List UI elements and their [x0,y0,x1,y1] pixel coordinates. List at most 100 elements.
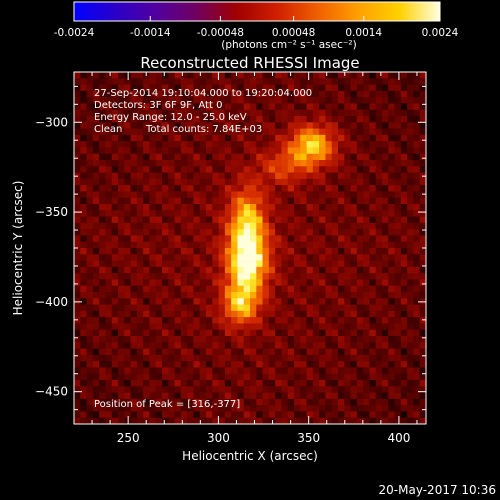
heatmap-cell [407,260,414,268]
heatmap-cell [287,336,295,343]
heatmap-cell [356,254,364,261]
heatmap-cell [118,235,125,243]
heatmap-cell [86,97,94,104]
heatmap-cell [193,361,201,368]
heatmap-cell [287,361,295,368]
heatmap-cell [224,411,232,419]
heatmap-cell [168,147,175,155]
heatmap-cell [80,241,87,249]
heatmap-cell [105,411,113,419]
heatmap-cell [375,222,383,230]
heatmap-cell [375,354,383,362]
heatmap-cell [256,72,263,79]
heatmap-cell [268,147,276,155]
heatmap-cell [199,116,207,123]
heatmap-cell [162,191,169,199]
heatmap-cell [350,266,358,274]
heatmap-cell [344,329,351,337]
heatmap-cell [118,178,125,186]
heatmap-cell [124,336,131,343]
heatmap-cell [187,78,194,85]
heatmap-cell [287,128,295,136]
heatmap-cell [231,178,238,186]
heatmap-cell [243,411,251,419]
heatmap-cell [74,417,81,424]
heatmap-cell [275,229,282,236]
heatmap-cell [168,229,175,236]
heatmap-cell [338,310,345,318]
heatmap-cell [206,386,213,393]
heatmap-cell [218,248,226,255]
heatmap-cell [193,417,201,424]
heatmap-cell [155,279,163,287]
heatmap-cell [294,166,301,173]
heatmap-cell [187,222,194,230]
heatmap-cell [338,411,345,419]
heatmap-cell [237,216,245,224]
heatmap-cell [382,392,389,400]
heatmap-cell [136,417,144,424]
heatmap-cell [344,273,351,280]
heatmap-cell [250,405,257,412]
heatmap-cell [86,204,94,211]
heatmap-cell [306,160,314,167]
heatmap-cell [319,310,326,318]
heatmap-cell [149,90,157,98]
heatmap-cell [338,342,345,349]
heatmap-cell [237,178,245,186]
heatmap-cell [256,216,263,224]
heatmap-cell [80,229,87,236]
heatmap-cell [187,304,194,312]
heatmap-cell [369,97,377,104]
heatmap-cell [105,260,113,268]
heatmap-cell [124,210,131,217]
heatmap-cell [149,116,157,123]
heatmap-cell [344,178,351,186]
heatmap-cell [168,191,175,199]
heatmap-cell [306,185,314,192]
heatmap-cell [281,342,289,349]
heatmap-cell [124,298,131,305]
heatmap-cell [118,248,125,255]
heatmap-cell [306,204,314,211]
heatmap-cell [136,109,144,117]
heatmap-cell [294,292,301,299]
heatmap-cell [136,361,144,368]
heatmap-cell [124,222,131,230]
heatmap-cell [136,134,144,142]
heatmap-cell [231,109,238,117]
heatmap-cell [300,235,307,243]
heatmap-cell [375,103,383,111]
heatmap-cell [394,97,402,104]
heatmap-cell [168,72,175,79]
heatmap-cell [193,235,201,243]
heatmap-cell [80,78,87,85]
heatmap-cell [168,398,175,406]
heatmap-cell [193,392,201,400]
heatmap-cell [80,405,87,412]
heatmap-cell [338,122,345,129]
heatmap-cell [382,292,389,299]
heatmap-cell [118,172,125,180]
heatmap-cell [99,323,106,331]
heatmap-cell [369,298,377,305]
heatmap-cell [130,178,138,186]
heatmap-cell [118,204,125,211]
heatmap-cell [331,166,339,173]
heatmap-cell [388,147,395,155]
heatmap-cell [256,273,263,280]
heatmap-cell [92,197,100,205]
heatmap-cell [413,222,421,230]
heatmap-cell [155,380,163,387]
heatmap-cell [250,204,257,211]
heatmap-cell [306,373,314,381]
heatmap-cell [168,216,175,224]
heatmap-cell [212,354,219,362]
heatmap-cell [130,298,138,305]
heatmap-cell [212,229,219,236]
heatmap-cell [356,323,364,331]
heatmap-cell [193,323,201,331]
heatmap-cell [256,229,263,236]
heatmap-cell [212,84,219,92]
heatmap-cell [92,304,100,312]
